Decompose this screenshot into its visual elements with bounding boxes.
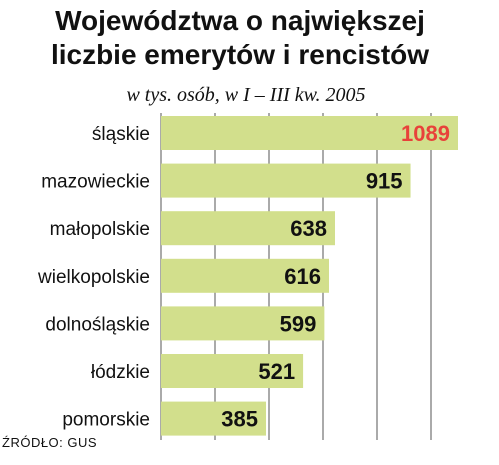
bar-1 <box>161 163 411 198</box>
category-label-3: wielkopolskie <box>37 267 150 288</box>
source-note: ŹRÓDŁO: GUS <box>2 435 97 450</box>
chart-title-line-2: liczbie emerytów i rencistów <box>51 39 429 70</box>
value-label-6: 385 <box>221 407 258 432</box>
bar-layer <box>161 116 458 436</box>
category-label-5: łódzkie <box>91 362 150 383</box>
chart-title-line-1: Województwa o największej <box>55 5 425 36</box>
label-layer: śląskie 1089 mazowieckie 915 małopolskie 638 w… <box>37 121 450 432</box>
category-label-6: pomorskie <box>62 410 150 431</box>
value-label-2: 638 <box>290 216 327 241</box>
category-label-4: dolnośląskie <box>45 314 150 335</box>
category-label-0: śląskie <box>92 124 150 145</box>
chart-subtitle: w tys. osób, w I – III kw. 2005 <box>126 84 365 106</box>
category-label-1: mazowieckie <box>41 172 150 193</box>
value-label-3: 616 <box>284 264 321 289</box>
category-label-2: małopolskie <box>50 219 150 240</box>
bar-3 <box>161 258 329 293</box>
bar-5 <box>161 354 304 388</box>
value-label-5: 521 <box>258 359 295 384</box>
bar-6 <box>161 401 266 436</box>
value-label-4: 599 <box>280 311 317 336</box>
value-label-0: 1089 <box>401 121 450 146</box>
value-label-1: 915 <box>366 169 403 194</box>
bar-2 <box>161 211 335 246</box>
bar-4 <box>161 306 325 341</box>
bar-0 <box>161 116 458 150</box>
